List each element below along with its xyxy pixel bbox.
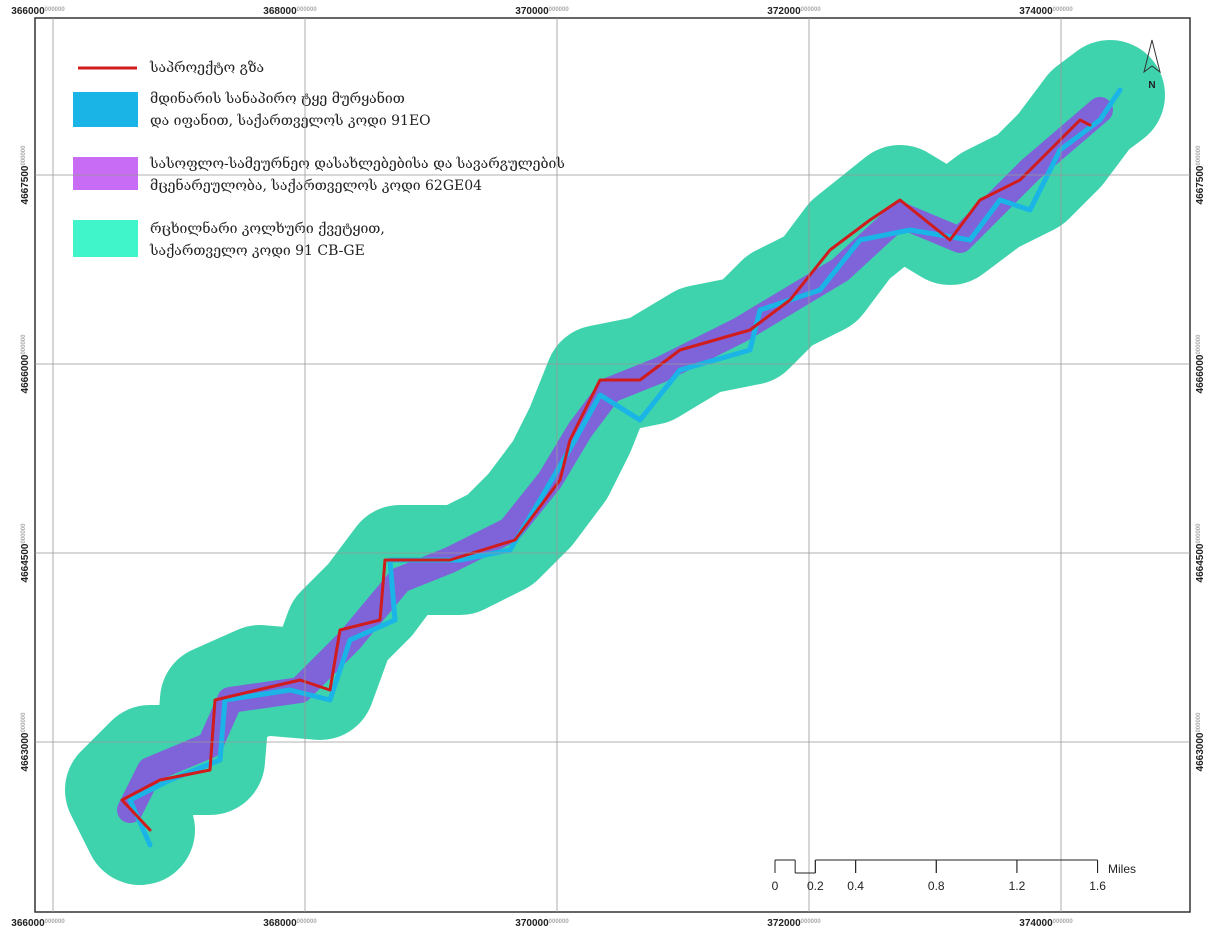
coordinate-suffix: 000000 bbox=[45, 919, 66, 925]
coordinate-suffix: 000000 bbox=[1053, 919, 1074, 925]
coordinate-value: 4664500 bbox=[20, 543, 31, 582]
scale-label: 0.2 bbox=[807, 879, 824, 893]
legend-text: საქართველო კოდი 91 CB-GE bbox=[149, 242, 365, 259]
legend-text: რცხილნარი კოლხური ქვეტყით, bbox=[150, 219, 385, 237]
coordinate-label: 372000000000 bbox=[767, 6, 821, 17]
coordinate-label: 370000000000 bbox=[515, 918, 569, 929]
coordinate-label: 4663000000000 bbox=[1195, 712, 1206, 772]
coordinate-value: 368000 bbox=[263, 918, 297, 929]
coordinate-label: 374000000000 bbox=[1019, 6, 1073, 17]
coordinate-suffix: 000000 bbox=[1196, 523, 1202, 544]
coordinate-suffix: 000000 bbox=[21, 712, 27, 733]
coordinate-suffix: 000000 bbox=[801, 7, 822, 13]
coordinate-value: 4667500 bbox=[20, 165, 31, 204]
coordinate-suffix: 000000 bbox=[801, 919, 822, 925]
coordinate-value: 372000 bbox=[767, 6, 801, 17]
coordinate-suffix: 000000 bbox=[1196, 145, 1202, 166]
legend-text: სასოფლო-სამეურნეო დასახლებებისა და სავარ… bbox=[149, 154, 565, 172]
coordinate-value: 374000 bbox=[1019, 6, 1053, 17]
coordinate-suffix: 000000 bbox=[21, 334, 27, 355]
coordinate-suffix: 000000 bbox=[21, 523, 27, 544]
coordinate-value: 4664500 bbox=[1195, 543, 1206, 582]
coordinate-value: 4667500 bbox=[1195, 165, 1206, 204]
map: საპროექტო გზა მდინარის სანაპირო ტყე მურყა… bbox=[0, 0, 1211, 932]
scale-label: 0.4 bbox=[847, 879, 864, 893]
coordinate-label: 366000000000 bbox=[11, 918, 65, 929]
coordinate-label: 4663000000000 bbox=[20, 712, 31, 772]
scale-label: 0.8 bbox=[928, 879, 945, 893]
coordinate-label: 368000000000 bbox=[263, 6, 317, 17]
coordinate-label: 372000000000 bbox=[767, 918, 821, 929]
legend-text: საპროექტო გზა bbox=[149, 59, 264, 76]
legend-text: მცენარეულობა, საქართველოს კოდი 62GE04 bbox=[150, 176, 482, 194]
coordinate-value: 370000 bbox=[515, 6, 549, 17]
coordinate-label: 4666000000000 bbox=[1195, 334, 1206, 394]
north-label: N bbox=[1148, 80, 1155, 91]
coordinate-suffix: 000000 bbox=[1196, 334, 1202, 355]
coordinate-value: 368000 bbox=[263, 6, 297, 17]
coordinate-label: 370000000000 bbox=[515, 6, 569, 17]
coordinate-value: 370000 bbox=[515, 918, 549, 929]
coordinate-value: 4666000 bbox=[20, 354, 31, 393]
coordinate-suffix: 000000 bbox=[549, 7, 570, 13]
coordinate-label: 368000000000 bbox=[263, 918, 317, 929]
coordinate-label: 4667500000000 bbox=[20, 145, 31, 205]
legend-swatch-agricultural bbox=[73, 157, 138, 190]
coordinate-suffix: 000000 bbox=[297, 919, 318, 925]
coordinate-suffix: 000000 bbox=[1053, 7, 1074, 13]
coordinate-value: 4663000 bbox=[20, 732, 31, 771]
scale-label: 1.2 bbox=[1009, 879, 1026, 893]
coordinate-suffix: 000000 bbox=[297, 7, 318, 13]
coordinate-value: 4663000 bbox=[1195, 732, 1206, 771]
coordinate-value: 374000 bbox=[1019, 918, 1053, 929]
coordinate-label: 4666000000000 bbox=[20, 334, 31, 394]
coordinate-label: 366000000000 bbox=[11, 6, 65, 17]
coordinate-value: 366000 bbox=[11, 918, 45, 929]
legend-swatch-river-forest bbox=[73, 92, 138, 127]
coordinate-value: 4666000 bbox=[1195, 354, 1206, 393]
scale-unit: Miles bbox=[1108, 862, 1136, 876]
legend-text: მდინარის სანაპირო ტყე მურყანით bbox=[150, 89, 405, 107]
coordinate-label: 374000000000 bbox=[1019, 918, 1073, 929]
coordinate-suffix: 000000 bbox=[45, 7, 66, 13]
coordinate-suffix: 000000 bbox=[21, 145, 27, 166]
scale-label: 1.6 bbox=[1089, 879, 1106, 893]
coordinate-value: 372000 bbox=[767, 918, 801, 929]
legend-swatch-hornbeam bbox=[73, 220, 138, 257]
coordinate-value: 366000 bbox=[11, 6, 45, 17]
coordinate-suffix: 000000 bbox=[549, 919, 570, 925]
coordinate-label: 4664500000000 bbox=[1195, 523, 1206, 583]
scale-label: 0 bbox=[772, 879, 779, 893]
coordinate-label: 4664500000000 bbox=[20, 523, 31, 583]
coordinate-suffix: 000000 bbox=[1196, 712, 1202, 733]
legend-text: და იფანით, საქართველოს კოდი 91EO bbox=[150, 111, 431, 129]
coordinate-label: 4667500000000 bbox=[1195, 145, 1206, 205]
